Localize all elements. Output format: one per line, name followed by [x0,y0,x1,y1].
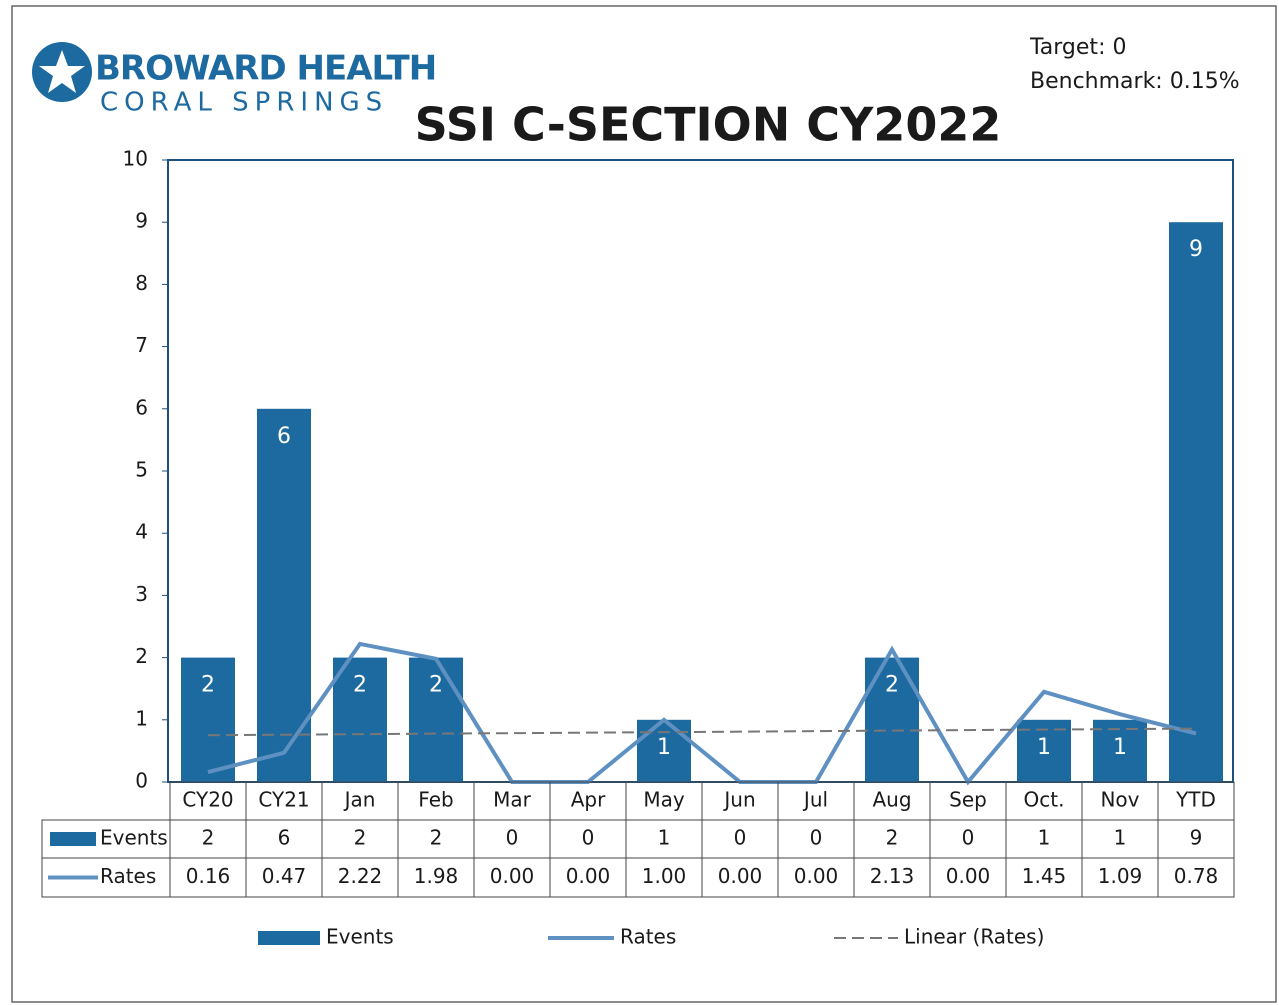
bar [333,657,387,782]
benchmark: Benchmark: 0.15% [1030,69,1240,94]
row-label: Events [100,826,168,850]
table-value: 2 [202,826,215,850]
page-border [11,5,1277,1003]
y-tick-label: 5 [135,458,148,482]
table-value: 1.09 [1098,864,1143,888]
legend-label: Linear (Rates) [904,925,1044,949]
y-tick-label: 10 [123,147,148,171]
y-tick-label: 0 [135,769,148,793]
table-value: 0.00 [490,864,535,888]
table-value: 1 [1038,826,1051,850]
logo-subtext: CORAL SPRINGS [100,88,388,118]
x-tick-label: Oct. [1024,788,1065,812]
data-label: 6 [277,424,291,449]
y-tick-label: 1 [135,706,148,730]
bar [257,408,311,782]
legend-key [258,931,320,945]
logo-mark [32,42,92,102]
y-tick-label: 7 [135,333,148,357]
x-tick-label: Jan [343,788,376,812]
table-cell [1157,781,1235,898]
table-value: 2.22 [338,864,383,888]
data-label: 2 [429,673,443,698]
legend-label: Events [326,925,394,949]
table-value: 0 [734,826,747,850]
table-value: 1.00 [642,864,687,888]
y-tick-label: 9 [135,209,148,233]
x-tick-label: CY21 [258,788,309,812]
data-label: 2 [201,673,215,698]
table-value: 0.47 [262,864,307,888]
legend-label: Rates [620,925,676,949]
table-value: 2.13 [870,864,915,888]
logo-text: BROWARD HEALTH [95,49,436,89]
table-value: 1.45 [1022,864,1067,888]
x-tick-label: Sep [949,788,987,812]
data-label: 1 [657,735,671,760]
x-tick-label: May [643,788,685,812]
x-tick-label: Nov [1100,788,1139,812]
table-value: 0.78 [1174,864,1219,888]
y-tick-label: 2 [135,644,148,668]
table-value: 0.00 [794,864,839,888]
table-value: 0 [962,826,975,850]
table-value: 2 [354,826,367,850]
data-label: 2 [885,673,899,698]
table-value: 0.00 [566,864,611,888]
bar [181,657,235,782]
bar [1169,222,1223,782]
chart-title: SSI C-SECTION CY2022 [415,98,1002,152]
table-value: 2 [430,826,443,850]
table-value: 2 [886,826,899,850]
y-tick-label: 8 [135,271,148,295]
bar [409,657,463,782]
trend-line [207,727,1197,737]
x-tick-label: Jun [722,788,755,812]
data-label: 1 [1037,735,1051,760]
bar [637,719,691,782]
data-label: 1 [1113,735,1127,760]
bar [1093,719,1147,782]
table-value: 0 [582,826,595,850]
row-label: Rates [100,864,156,888]
x-tick-label: CY20 [182,788,233,812]
y-tick-label: 3 [135,582,148,606]
x-tick-label: Feb [418,788,453,812]
x-tick-label: Mar [493,788,532,812]
table-value: 1.98 [414,864,459,888]
y-tick-label: 6 [135,395,148,419]
table-value: 0 [506,826,519,850]
y-tick-label: 4 [135,520,148,544]
x-tick-label: Aug [872,788,911,812]
table-value: 0.00 [946,864,991,888]
table-value: 1 [658,826,671,850]
legend-key [50,832,96,846]
table-value: 9 [1190,826,1203,850]
x-tick-label: Jul [802,788,828,812]
table-value: 6 [278,826,291,850]
x-tick-label: Apr [571,788,606,812]
rates-line [207,641,1197,786]
data-label: 9 [1189,237,1203,262]
x-tick-label: YTD [1175,788,1216,812]
target: Target: 0 [1029,35,1126,60]
data-label: 2 [353,673,367,698]
table-value: 0 [810,826,823,850]
table-cell [41,819,171,898]
table-value: 0.00 [718,864,763,888]
table-value: 1 [1114,826,1127,850]
table-value: 0.16 [186,864,231,888]
